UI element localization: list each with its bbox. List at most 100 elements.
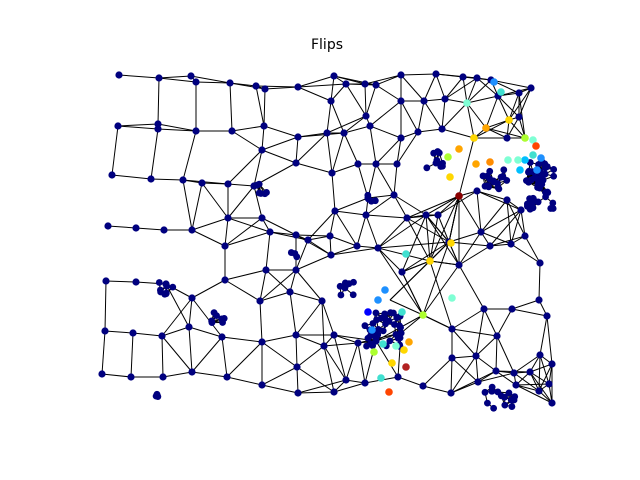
graph-edge	[422, 357, 453, 387]
graph-edge	[485, 95, 499, 129]
graph-edge	[190, 75, 231, 84]
graph-node	[162, 290, 170, 298]
graph-edge	[538, 354, 541, 392]
graph-edge	[117, 125, 159, 130]
graph-node	[223, 373, 231, 381]
graph-edge	[343, 125, 371, 134]
graph-edge	[495, 335, 498, 372]
graph-node	[155, 74, 163, 82]
graph-edge	[150, 178, 184, 181]
graph-edge	[485, 127, 508, 139]
graph-edge	[451, 308, 485, 330]
graph-node	[505, 389, 513, 397]
graph-edge	[265, 269, 291, 293]
graph-node	[505, 116, 513, 124]
graph-edge	[227, 149, 263, 185]
graph-edge	[356, 214, 367, 247]
graph-edge	[296, 366, 335, 393]
graph-edge	[334, 197, 369, 212]
graph-edge	[441, 102, 468, 130]
graph-edge	[150, 128, 159, 180]
graph-edge	[506, 116, 520, 139]
graph-edge	[511, 299, 540, 310]
graph-node	[392, 331, 400, 338]
graph-edge	[182, 130, 197, 181]
graph-edge	[539, 354, 550, 385]
graph-node	[366, 122, 374, 130]
graph-edge	[466, 79, 492, 104]
graph-node	[508, 403, 516, 410]
graph-edge	[161, 326, 190, 337]
graph-node	[363, 342, 370, 350]
graph-edge	[406, 195, 460, 219]
graph-node	[291, 250, 299, 257]
graph-node	[448, 294, 456, 302]
graph-edge	[261, 384, 299, 394]
graph-edge	[448, 195, 460, 243]
graph-node	[208, 317, 216, 325]
graph-node	[477, 228, 485, 236]
graph-edge	[475, 335, 498, 357]
graph-edge	[295, 132, 328, 164]
graph-edge	[496, 335, 515, 374]
graph-node	[398, 308, 406, 316]
graph-edge	[401, 214, 427, 273]
graph-node	[256, 297, 264, 305]
graph-node	[497, 173, 505, 181]
graph-edge	[444, 77, 478, 100]
graph-edge	[188, 326, 193, 373]
graph-node	[482, 124, 490, 132]
graph-edge	[377, 217, 408, 249]
graph-node	[548, 399, 556, 407]
graph-edge	[480, 209, 522, 233]
graph-node	[330, 388, 338, 396]
graph-edge	[539, 315, 548, 356]
graph-node	[441, 95, 449, 103]
graph-node	[198, 179, 206, 187]
graph-edge	[295, 334, 325, 347]
graph-node	[323, 129, 331, 137]
graph-edge	[259, 300, 263, 343]
graph-edge	[480, 231, 512, 245]
graph-node	[393, 160, 401, 168]
graph-node	[377, 374, 385, 382]
graph-edge	[255, 85, 265, 127]
graph-edge	[226, 376, 263, 386]
graph-edge	[157, 123, 197, 132]
graph-edge	[307, 210, 336, 241]
graph-node	[391, 321, 398, 328]
graph-node	[535, 296, 543, 304]
graph-node	[263, 189, 270, 196]
graph-edge	[476, 77, 499, 97]
graph-node	[342, 80, 350, 88]
graph-edge	[330, 100, 345, 134]
graph-edge	[295, 254, 332, 271]
graph-node	[382, 320, 389, 328]
graph-node	[397, 97, 405, 105]
graph-node	[388, 359, 396, 367]
graph-node	[455, 192, 463, 200]
graph-node	[228, 127, 236, 135]
graph-edge	[231, 130, 263, 151]
graph-node	[543, 163, 551, 170]
graph-edge	[261, 136, 299, 151]
graph-edge	[389, 299, 424, 316]
graph-edge	[329, 235, 358, 247]
graph-edge	[524, 235, 541, 264]
graph-node	[472, 352, 480, 360]
graph-edge	[435, 73, 446, 100]
graph-edge	[429, 195, 460, 262]
graph-node	[258, 338, 266, 346]
graph-edge	[422, 264, 460, 316]
graph-edge	[458, 231, 482, 266]
graph-edge	[375, 163, 395, 196]
graph-edge	[448, 241, 491, 247]
graph-edge	[253, 149, 263, 187]
graph-node	[159, 373, 167, 381]
graph-node	[493, 332, 501, 340]
graph-node	[179, 176, 187, 184]
graph-node	[370, 348, 378, 356]
graph-edge	[450, 370, 497, 394]
graph-node	[550, 172, 558, 180]
graph-node	[455, 261, 463, 269]
